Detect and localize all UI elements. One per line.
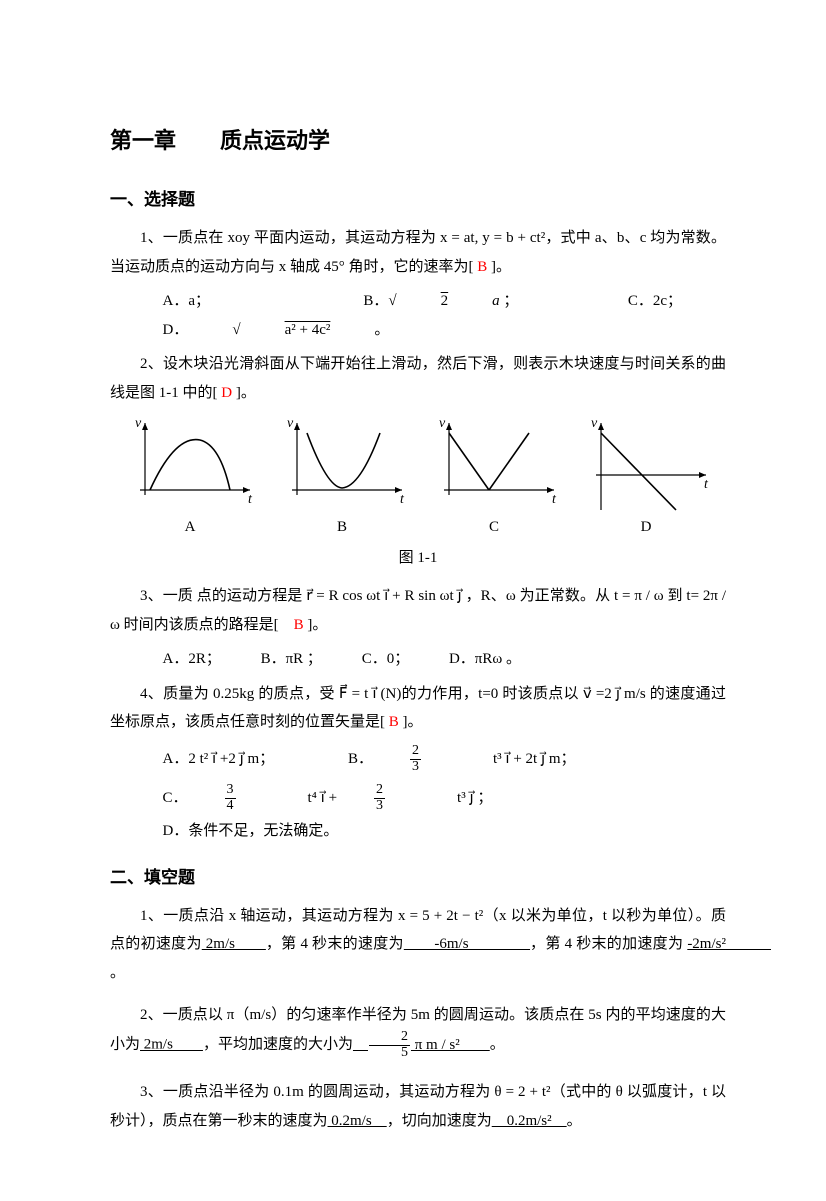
- svg-text:t: t: [400, 492, 405, 505]
- svg-text:v: v: [135, 416, 142, 431]
- q1-opt-d: D．√a² + 4c² 。: [163, 316, 434, 345]
- q2-answer: D: [221, 385, 232, 401]
- f3-blank-1: 0.2m/s: [328, 1113, 387, 1129]
- q1-opt-a: A．a；: [163, 287, 255, 316]
- q4-opt-a: A．2 t² i⃗ +2 j⃗ m；: [163, 743, 275, 776]
- graph-c: v t: [424, 415, 564, 505]
- q4-opt-d: D．条件不足，无法确定。: [163, 815, 339, 848]
- q4-options-row1: A．2 t² i⃗ +2 j⃗ m； B．23 t³ i⃗ + 2t j⃗ m；: [110, 743, 726, 776]
- q4-answer: B: [389, 714, 399, 730]
- q4-tail: ]。: [399, 714, 423, 730]
- question-4: 4、质量为 0.25kg 的质点，受 F⃗ = t i⃗ (N)的力作用，t=0…: [110, 680, 726, 737]
- f1-blank-2: -6m/s: [404, 936, 530, 952]
- q4-opt-b: B．23 t³ i⃗ + 2t j⃗ m；: [348, 743, 612, 776]
- q3-options: A．2R； B．πR ； C．0； D．πRω 。: [110, 645, 726, 674]
- fill-3: 3、一质点沿半径为 0.1m 的圆周运动，其运动方程为 θ = 2 + t²（式…: [110, 1078, 726, 1135]
- q2-tail: ]。: [232, 385, 256, 401]
- fig-label-c: C: [424, 513, 564, 542]
- f3-blank-2: 0.2m/s²: [492, 1113, 567, 1129]
- f1-blank-3: -2m/s²: [687, 936, 771, 952]
- q4-opt-c: C．34 t⁴ i⃗ + 23 t³ j⃗ ；: [163, 782, 529, 815]
- figure-caption: 图 1-1: [110, 544, 726, 573]
- q3-opt-b: B．πR ；: [261, 645, 322, 674]
- q3-stem: 3、一质 点的运动方程是 r⃗ = R cos ωt i⃗ + R sin ωt…: [110, 588, 726, 633]
- svg-text:t: t: [704, 477, 709, 492]
- page: 第一章 质点运动学 一、选择题 1、一质点在 xoy 平面内运动，其运动方程为 …: [0, 0, 826, 1201]
- q1-stem: 1、一质点在 xoy 平面内运动，其运动方程为 x = at, y = b + …: [110, 230, 726, 275]
- fig-label-b: B: [272, 513, 412, 542]
- q1-options: A．a； B．√2a ； C．2c； D．√a² + 4c² 。: [110, 287, 726, 344]
- chapter-title: 第一章 质点运动学: [110, 120, 726, 162]
- q1-tail: ]。: [487, 259, 511, 275]
- q4-options-row2: C．34 t⁴ i⃗ + 23 t³ j⃗ ； D．条件不足，无法确定。: [110, 782, 726, 848]
- figure-1-1: v t v t v t v t: [110, 415, 726, 515]
- svg-text:t: t: [552, 492, 557, 505]
- fig-label-d: D: [576, 513, 716, 542]
- q1-opt-b: B．√2a ；: [363, 287, 518, 316]
- fill-1: 1、一质点沿 x 轴运动，其运动方程为 x = 5 + 2t − t²（x 以米…: [110, 902, 726, 988]
- question-3: 3、一质 点的运动方程是 r⃗ = R cos ωt i⃗ + R sin ωt…: [110, 582, 726, 639]
- fill-2: 2、一质点以 π（m/s）的匀速率作半径为 5m 的圆周运动。该质点在 5s 内…: [110, 1001, 726, 1060]
- q3-answer: B: [294, 617, 304, 633]
- svg-text:v: v: [591, 416, 598, 431]
- svg-text:t: t: [248, 492, 253, 505]
- f2-blank-2: 25 π m / s²: [353, 1037, 490, 1053]
- q1-answer: B: [477, 259, 487, 275]
- q3-opt-d: D．πRω 。: [449, 645, 521, 674]
- section-2-heading: 二、填空题: [110, 862, 726, 894]
- q2-stem: 2、设木块沿光滑斜面从下端开始往上滑动，然后下滑，则表示木块速度与时间关系的曲线…: [110, 356, 726, 401]
- question-1: 1、一质点在 xoy 平面内运动，其运动方程为 x = at, y = b + …: [110, 224, 726, 281]
- fig-label-a: A: [120, 513, 260, 542]
- svg-text:v: v: [439, 416, 446, 431]
- svg-text:v: v: [287, 416, 294, 431]
- f1-blank-1: 2m/s: [202, 936, 266, 952]
- q3-tail: ]。: [304, 617, 328, 633]
- q3-opt-c: C．0；: [362, 645, 410, 674]
- graph-b: v t: [272, 415, 412, 505]
- f2-blank-1: 2m/s: [140, 1037, 203, 1053]
- graph-a: v t: [120, 415, 260, 505]
- figure-labels: A B C D: [110, 513, 726, 542]
- question-2: 2、设木块沿光滑斜面从下端开始往上滑动，然后下滑，则表示木块速度与时间关系的曲线…: [110, 350, 726, 407]
- graph-d: v t: [576, 415, 716, 515]
- q3-opt-a: A．2R；: [163, 645, 221, 674]
- section-1-heading: 一、选择题: [110, 184, 726, 216]
- q1-opt-c: C．2c；: [628, 287, 682, 316]
